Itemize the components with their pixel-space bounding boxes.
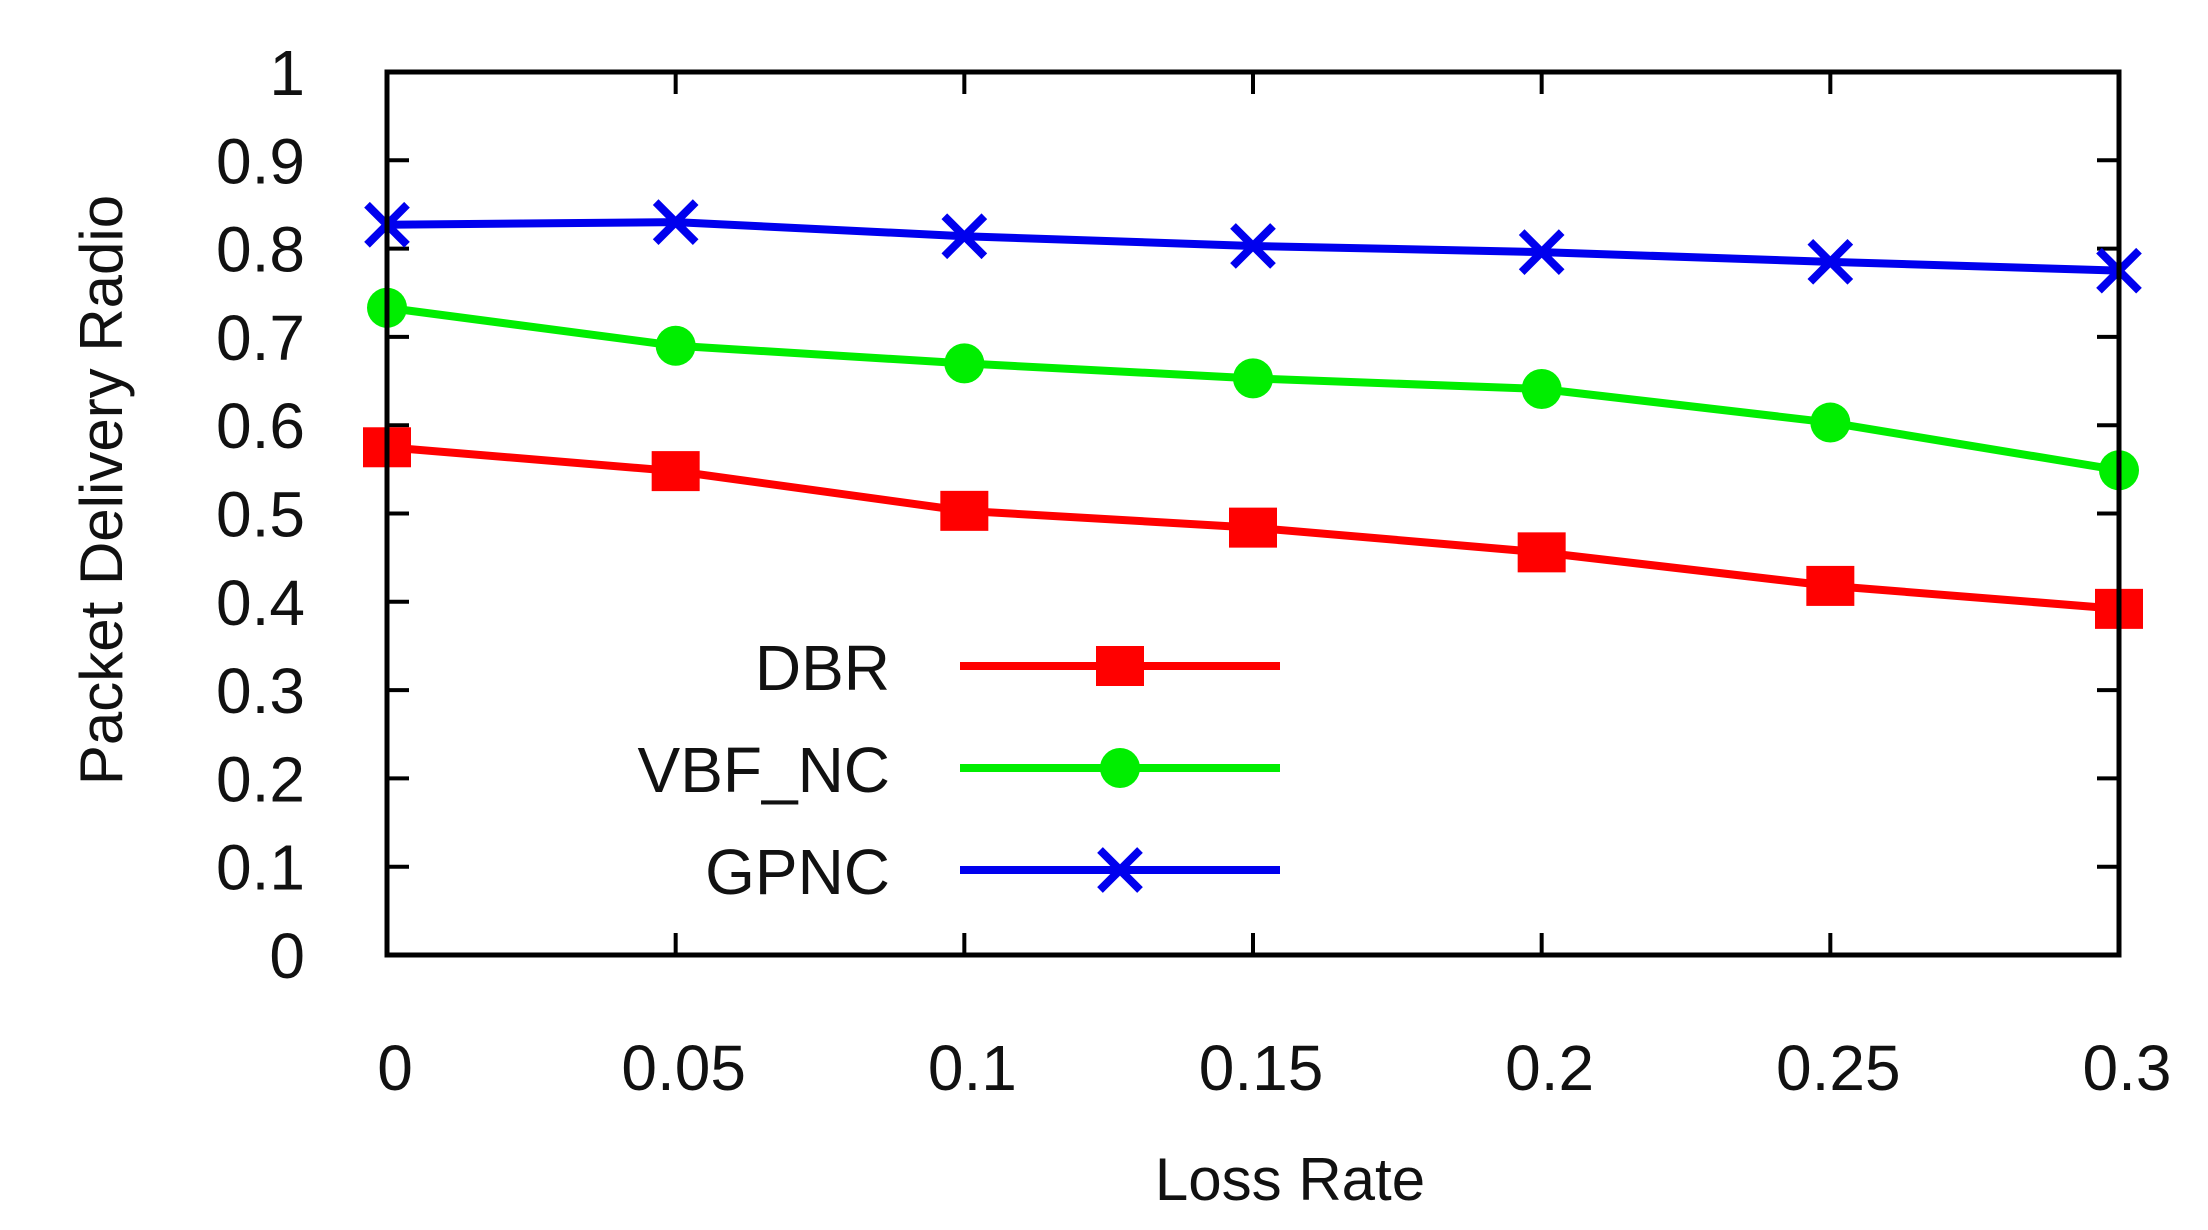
data-point-gpnc <box>1518 229 1565 275</box>
legend-item-dbr: DBR <box>755 632 1280 704</box>
y-tick-label: 0.8 <box>216 214 305 286</box>
data-point-gpnc <box>652 199 699 245</box>
data-point-vbf-nc <box>655 325 696 366</box>
data-point-vbf-nc <box>1233 358 1273 399</box>
y-tick-label: 0 <box>269 920 305 992</box>
y-tick-label: 0.7 <box>216 302 305 374</box>
data-point-gpnc-stroke <box>1807 239 1854 285</box>
y-axis-title: Packet Delivery Radio <box>68 195 135 785</box>
x-axis-title: Loss Rate <box>1155 1146 1425 1213</box>
data-point-gpnc-stroke <box>1518 229 1565 275</box>
data-point-gpnc <box>941 213 988 260</box>
x-tick-label: 0.15 <box>1199 1032 1324 1104</box>
legend-marker-dbr <box>1096 646 1144 686</box>
series-group <box>363 199 2143 629</box>
x-tick-label: 0 <box>377 1032 413 1104</box>
data-point-vbf-nc <box>944 343 985 384</box>
x-tick-label: 0.05 <box>621 1032 746 1104</box>
axes: 0 0.1 0.2 0.3 0.4 0.5 0.6 0.7 0.8 0.9 1 0 0.05 0.1 0.1… <box>216 37 2171 1104</box>
data-point-gpnc-stroke <box>652 199 699 245</box>
legend-marker-gpnc-stroke <box>1097 847 1143 893</box>
x-tick-label: 0.2 <box>1505 1032 1594 1104</box>
legend-item-vbf-nc: VBF_NC <box>638 734 1280 806</box>
data-point-gpnc-stroke <box>1230 223 1276 269</box>
legend: DBR VBF_NC GPNC <box>638 632 1280 908</box>
y-tick-label: 0.1 <box>216 832 305 904</box>
y-tick-label: 1 <box>269 37 305 109</box>
data-point-dbr <box>1229 507 1277 548</box>
plot-frame <box>384 69 2122 958</box>
x-tick-label: 0.1 <box>928 1032 1017 1104</box>
legend-label-dbr: DBR <box>755 632 890 704</box>
y-tick-label: 0.4 <box>216 567 305 639</box>
data-point-gpnc <box>1230 223 1276 269</box>
data-point-dbr <box>1806 565 1855 606</box>
y-tick-label: 0.9 <box>216 125 305 197</box>
legend-marker-gpnc <box>1097 847 1143 893</box>
y-tick-label: 0.6 <box>216 390 305 462</box>
x-tick-label: 0.25 <box>1776 1032 1901 1104</box>
legend-marker-vbf-nc <box>1100 748 1140 788</box>
x-tick-label: 0.3 <box>2083 1032 2172 1104</box>
data-point-dbr <box>651 451 700 492</box>
data-point-dbr <box>940 490 989 531</box>
y-tick-label: 0.2 <box>216 743 305 815</box>
legend-label-gpnc: GPNC <box>705 836 890 908</box>
data-point-vbf-nc <box>1521 368 1562 409</box>
series-vbf-nc <box>367 287 2139 491</box>
legend-label-vbf-nc: VBF_NC <box>638 734 891 806</box>
legend-item-gpnc: GPNC <box>705 836 1280 908</box>
data-point-vbf-nc <box>1810 402 1851 443</box>
data-point-gpnc <box>1807 239 1854 285</box>
series-dbr <box>363 427 2143 629</box>
y-tick-label: 0.3 <box>216 655 305 727</box>
y-tick-label: 0.5 <box>216 479 305 551</box>
data-point-dbr <box>1517 532 1566 573</box>
data-point-gpnc-stroke <box>941 213 988 260</box>
